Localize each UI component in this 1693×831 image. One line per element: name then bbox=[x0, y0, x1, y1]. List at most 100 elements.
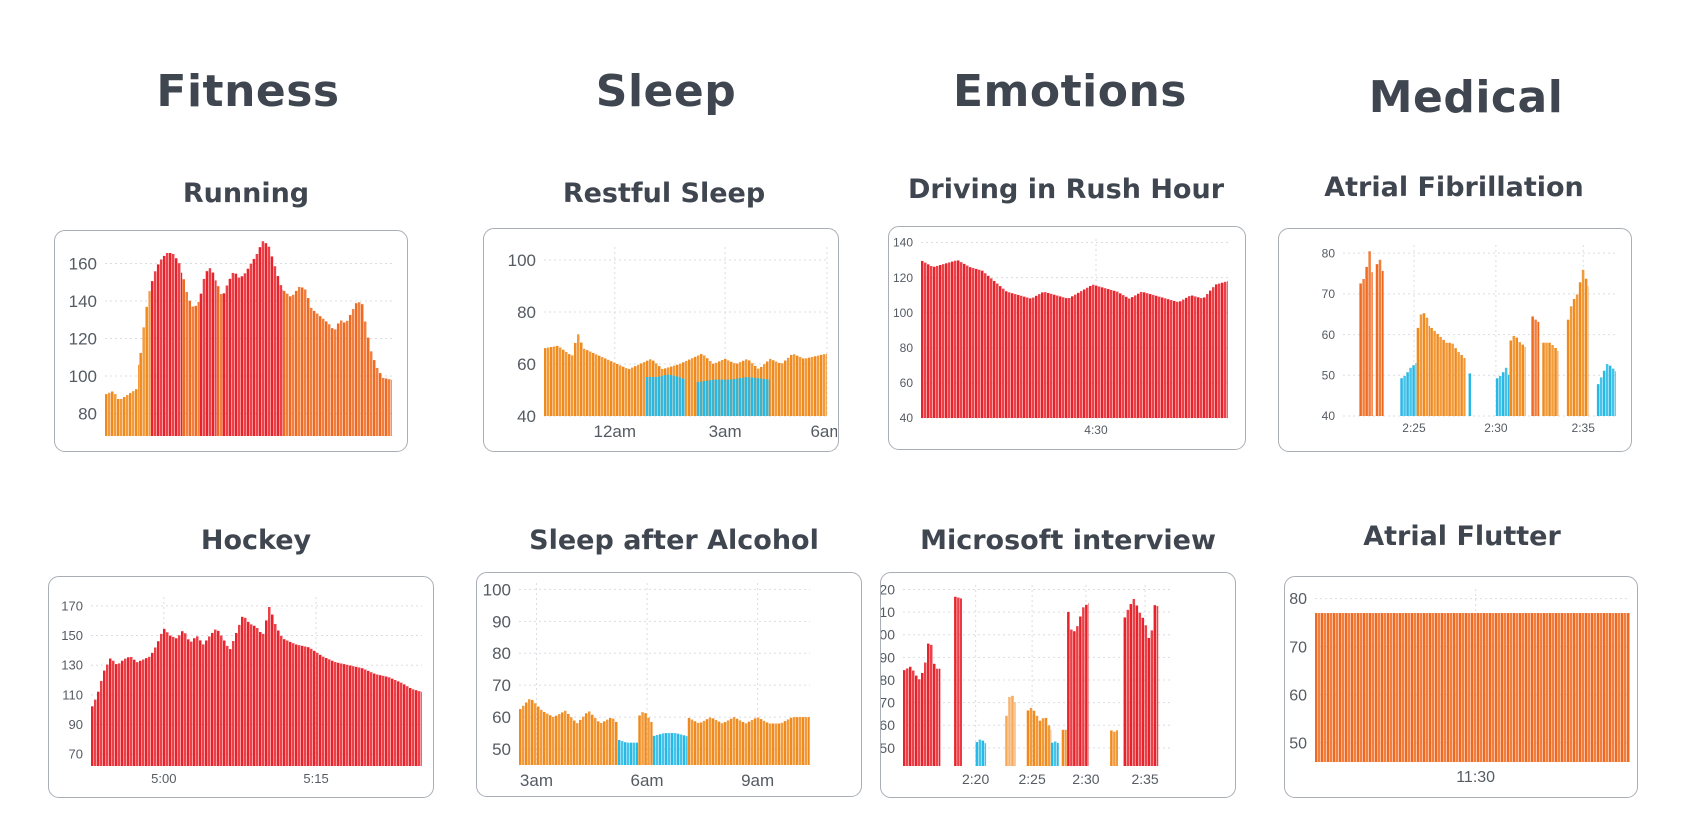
x-tick-label: 2:25 bbox=[1402, 421, 1426, 435]
bar bbox=[769, 358, 772, 416]
bar bbox=[600, 722, 603, 765]
bar bbox=[1038, 720, 1042, 766]
y-tick-label: 110 bbox=[62, 687, 83, 702]
y-tick-label: 90 bbox=[881, 649, 895, 665]
bar bbox=[1612, 613, 1615, 762]
bar bbox=[1176, 301, 1179, 418]
bar bbox=[385, 676, 388, 766]
bar bbox=[409, 687, 412, 766]
series-6 bbox=[222, 241, 284, 436]
bar bbox=[138, 364, 140, 436]
bar bbox=[634, 366, 637, 416]
bar bbox=[1569, 306, 1573, 416]
bar bbox=[592, 352, 595, 416]
bar bbox=[185, 291, 188, 436]
bar bbox=[100, 680, 103, 766]
bar bbox=[688, 359, 691, 416]
bar bbox=[222, 293, 226, 436]
bar bbox=[996, 283, 999, 418]
bar bbox=[651, 377, 655, 416]
bar bbox=[1406, 372, 1409, 416]
bar bbox=[1416, 327, 1420, 416]
y-tick-label: 70 bbox=[1289, 639, 1307, 656]
bar bbox=[309, 307, 313, 436]
bar bbox=[814, 356, 817, 416]
bar bbox=[175, 638, 178, 766]
bar bbox=[1425, 317, 1429, 416]
bar bbox=[990, 278, 993, 418]
bar bbox=[1125, 296, 1128, 418]
bar bbox=[1444, 613, 1447, 762]
bar bbox=[576, 723, 579, 765]
bar bbox=[1017, 294, 1020, 418]
y-tick-label: 70 bbox=[69, 747, 83, 762]
bar bbox=[1150, 630, 1154, 766]
bar bbox=[823, 354, 826, 416]
bar bbox=[606, 719, 609, 765]
bar bbox=[626, 742, 630, 765]
bar bbox=[945, 263, 948, 418]
bar bbox=[954, 260, 957, 418]
bar bbox=[579, 719, 582, 765]
bar bbox=[690, 719, 694, 765]
bar bbox=[279, 285, 283, 436]
bar bbox=[1498, 376, 1502, 416]
bar bbox=[1447, 613, 1450, 762]
bar bbox=[817, 355, 820, 416]
y-tick-label: 120 bbox=[893, 271, 913, 285]
bar bbox=[1061, 729, 1065, 766]
bar bbox=[352, 666, 355, 766]
x-tick-label: 9am bbox=[741, 771, 774, 790]
bar bbox=[217, 630, 220, 766]
bar bbox=[1095, 285, 1098, 418]
bar bbox=[1414, 613, 1417, 762]
bar bbox=[555, 715, 558, 765]
bar bbox=[652, 735, 656, 765]
bar bbox=[1371, 272, 1373, 416]
bar bbox=[960, 598, 962, 766]
bar bbox=[657, 376, 661, 416]
bar bbox=[738, 720, 742, 765]
bar bbox=[708, 717, 712, 765]
bar bbox=[1056, 742, 1059, 766]
y-tick-label: 110 bbox=[881, 604, 895, 620]
bar bbox=[927, 643, 930, 766]
bar bbox=[1362, 279, 1365, 416]
bar bbox=[228, 278, 232, 436]
bar bbox=[1606, 613, 1609, 762]
bar bbox=[777, 723, 781, 765]
bar bbox=[300, 287, 304, 436]
bar bbox=[670, 733, 674, 765]
bar bbox=[136, 662, 139, 766]
bar bbox=[1086, 287, 1089, 418]
bar bbox=[978, 739, 982, 766]
bar bbox=[582, 716, 585, 765]
bar bbox=[732, 717, 736, 765]
y-tick-label: 170 bbox=[61, 598, 83, 613]
bar bbox=[1041, 718, 1045, 766]
bar bbox=[1126, 609, 1130, 766]
bar bbox=[1375, 264, 1379, 416]
bar bbox=[1079, 616, 1082, 766]
bar bbox=[1101, 287, 1104, 418]
bar bbox=[570, 717, 573, 765]
bar bbox=[126, 395, 129, 436]
bar bbox=[1602, 370, 1606, 416]
bar bbox=[1545, 342, 1548, 416]
bar bbox=[975, 268, 978, 418]
bar bbox=[1029, 707, 1033, 766]
bar bbox=[1182, 299, 1185, 418]
bar bbox=[298, 645, 301, 766]
y-tick-label: 50 bbox=[492, 740, 511, 759]
bar bbox=[313, 650, 316, 766]
bar bbox=[1113, 290, 1116, 418]
bar bbox=[375, 367, 379, 436]
bar bbox=[586, 350, 589, 416]
bar bbox=[1339, 613, 1342, 762]
bar bbox=[1519, 613, 1522, 762]
bar bbox=[1402, 613, 1405, 762]
bar bbox=[415, 690, 418, 766]
bar bbox=[966, 265, 969, 418]
bar bbox=[1336, 613, 1339, 762]
bar bbox=[1501, 372, 1505, 416]
